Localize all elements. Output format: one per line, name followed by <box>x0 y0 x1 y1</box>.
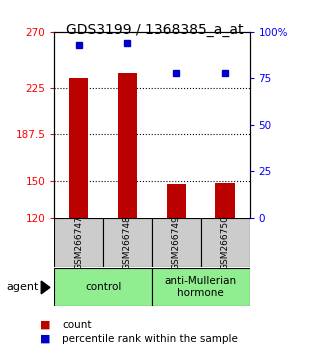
Bar <box>103 218 152 267</box>
Bar <box>166 184 186 218</box>
Text: GSM266749: GSM266749 <box>172 216 181 270</box>
Text: GSM266748: GSM266748 <box>123 216 132 270</box>
Bar <box>152 218 201 267</box>
Bar <box>118 73 137 218</box>
Text: control: control <box>85 282 121 292</box>
Bar <box>54 218 103 267</box>
Text: ■: ■ <box>40 334 51 344</box>
Text: GDS3199 / 1368385_a_at: GDS3199 / 1368385_a_at <box>66 23 244 37</box>
Text: agent: agent <box>7 282 39 292</box>
Bar <box>69 78 88 218</box>
Bar <box>54 268 152 306</box>
Text: GSM266750: GSM266750 <box>221 215 230 270</box>
Bar <box>152 268 250 306</box>
Text: percentile rank within the sample: percentile rank within the sample <box>62 334 238 344</box>
Text: GSM266747: GSM266747 <box>74 216 83 270</box>
Text: anti-Mullerian
hormone: anti-Mullerian hormone <box>165 276 237 298</box>
Bar <box>215 183 235 218</box>
Text: ■: ■ <box>40 320 51 330</box>
Text: count: count <box>62 320 91 330</box>
Bar <box>201 218 250 267</box>
